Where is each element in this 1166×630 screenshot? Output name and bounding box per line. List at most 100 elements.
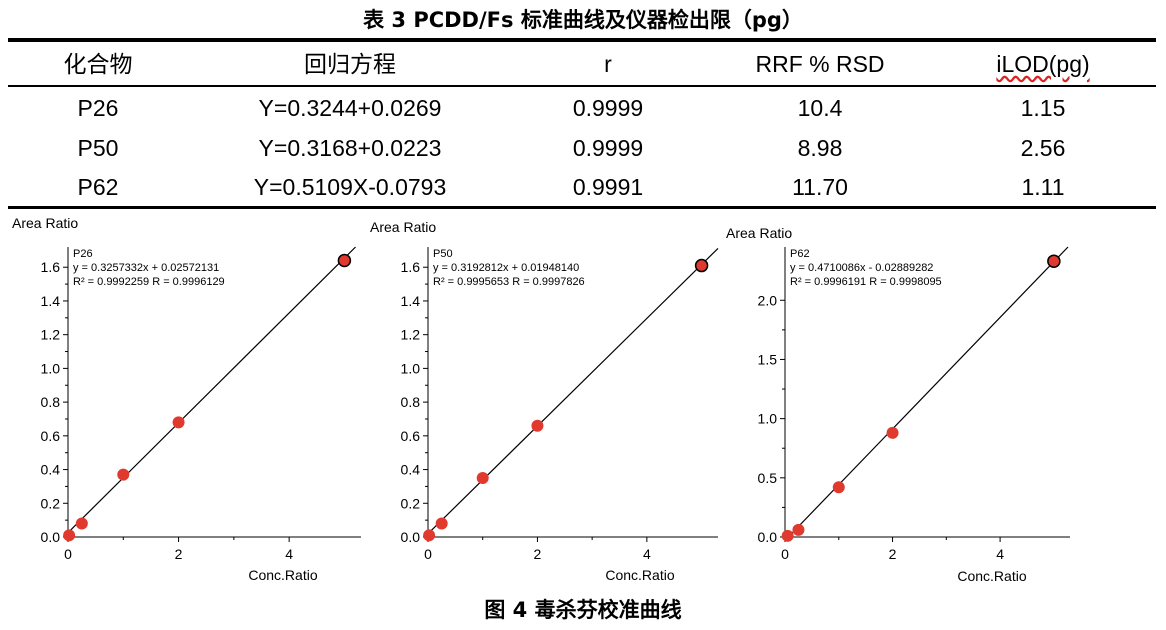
regression-stats: R² = 0.9996191 R = 0.9998095	[790, 276, 942, 288]
data-point	[1047, 254, 1061, 268]
x-tick-label: 0	[781, 546, 789, 562]
data-point	[435, 517, 448, 530]
cell-rrf-rsd: 11.70	[792, 174, 848, 200]
chart-p50: 0.0 0.2 0.4 0.6 0.8 1.0 1.2 1.4 1.6 0 2 4 Area Ratio…	[370, 219, 719, 583]
data-point	[423, 529, 436, 542]
cell-r: 0.9991	[572, 174, 644, 200]
data-point	[781, 529, 794, 542]
y-tick-label: 0.2	[401, 495, 421, 511]
x-tick-label: 4	[996, 546, 1004, 562]
cell-ilod: 1.15	[1020, 95, 1066, 121]
y-tick-label: 1.2	[41, 327, 61, 343]
y-tick-label: 0.6	[401, 428, 421, 444]
regression-stats: R² = 0.9992259 R = 0.9996129	[73, 276, 225, 288]
x-tick-label: 4	[643, 546, 651, 562]
y-tick-label: 1.4	[41, 293, 61, 309]
table-row: P26 Y=0.3244+0.0269 0.9999 10.4 1.15	[8, 88, 1156, 128]
data-point	[792, 523, 805, 536]
y-tick-label: 0.2	[41, 495, 61, 511]
y-tick-label: 1.2	[401, 327, 421, 343]
y-tick-label: 1.0	[758, 411, 778, 427]
x-tick-label: 0	[64, 546, 72, 562]
cell-ilod: 2.56	[1020, 135, 1066, 161]
y-tick-label: 1.6	[401, 259, 421, 275]
y-axis-label: Area Ratio	[726, 225, 792, 241]
data-point	[886, 426, 899, 439]
cell-compound: P62	[77, 174, 119, 200]
header-rrf-rsd: RRF % RSD	[755, 51, 885, 77]
table-bottom-rule	[8, 206, 1156, 209]
series-name: P50	[433, 248, 453, 260]
series-name: P26	[73, 248, 93, 260]
x-tick-label: 2	[534, 546, 542, 562]
data-point	[531, 419, 544, 432]
regression-equation: y = 0.3257332x + 0.02572131	[73, 262, 219, 274]
table-title: 表 3 PCDD/Fs 标准曲线及仪器检出限（pg）	[363, 8, 803, 32]
table-row: P50 Y=0.3168+0.0223 0.9999 8.98 2.56	[8, 128, 1156, 168]
data-point	[63, 529, 76, 542]
x-tick-label: 2	[889, 546, 897, 562]
x-axis-label: Conc.Ratio	[248, 567, 317, 583]
x-tick-label: 2	[175, 546, 183, 562]
x-tick-label: 0	[424, 546, 432, 562]
regression-stats: R² = 0.9995653 R = 0.9997826	[433, 276, 585, 288]
y-tick-label: 0.6	[41, 428, 61, 444]
header-compound: 化合物	[63, 51, 133, 77]
y-tick-label: 0.0	[401, 529, 421, 545]
y-axis-label: Area Ratio	[370, 219, 436, 235]
y-tick-label: 0.0	[758, 529, 778, 545]
y-tick-label: 2.0	[758, 292, 778, 308]
y-tick-label: 1.4	[401, 293, 421, 309]
chart-p26: 0.0 0.2 0.4 0.6 0.8 1.0 1.2 1.4 1.6 0 2 4 Area Ratio…	[12, 215, 361, 583]
y-tick-label: 0.8	[401, 394, 421, 410]
header-ilod: iLOD(pg)	[958, 44, 1128, 84]
calibration-charts: 0.0 0.2 0.4 0.6 0.8 1.0 1.2 1.4 1.6 0 2 4 Area Ratio…	[12, 215, 1070, 584]
data-point	[694, 258, 709, 273]
table-header-row: 化合物 回归方程 r RRF % RSD iLOD(pg)	[8, 44, 1156, 84]
cell-rrf-rsd: 10.4	[797, 95, 843, 121]
cell-equation: Y=0.3244+0.0269	[258, 95, 442, 121]
figure-caption: 图 4 毒杀芬校准曲线	[484, 598, 682, 622]
y-tick-label: 0.8	[41, 394, 61, 410]
data-point	[337, 253, 352, 268]
y-tick-label: 1.0	[401, 360, 421, 376]
header-ilod-label: iLOD(pg)	[996, 51, 1090, 77]
y-axis-label: Area Ratio	[12, 215, 78, 231]
cell-ilod: 1.11	[1021, 174, 1065, 200]
x-axis-label: Conc.Ratio	[957, 568, 1026, 584]
cell-equation: Y=0.5109X-0.0793	[253, 174, 447, 200]
regression-line	[787, 246, 1069, 538]
data-point	[117, 468, 130, 481]
cell-r: 0.9999	[572, 95, 644, 121]
series-name: P62	[790, 248, 810, 260]
y-tick-label: 1.0	[41, 360, 61, 376]
regression-equation: y = 0.4710086x - 0.02889282	[790, 262, 933, 274]
data-table: 化合物 回归方程 r RRF % RSD iLOD(pg) P26 Y=0.32…	[8, 38, 1156, 210]
y-tick-label: 0.5	[758, 470, 778, 486]
table-row: P62 Y=0.5109X-0.0793 0.9991 11.70 1.11	[8, 167, 1156, 207]
data-point	[832, 481, 845, 494]
data-point	[476, 471, 489, 484]
cell-compound: P50	[77, 135, 119, 161]
header-r: r	[604, 51, 612, 77]
data-point	[75, 517, 88, 530]
cell-rrf-rsd: 8.98	[797, 135, 843, 161]
y-tick-label: 1.6	[41, 259, 61, 275]
chart-p62: 0.0 0.5 1.0 1.5 2.0 0 2 4 Area Ratio Conc.Ratio P6…	[726, 225, 1070, 584]
table-top-rule	[8, 38, 1156, 42]
regression-equation: y = 0.3192812x + 0.01948140	[433, 262, 579, 274]
cell-equation: Y=0.3168+0.0223	[258, 135, 442, 161]
y-tick-label: 0.4	[41, 462, 61, 478]
table-header-rule	[8, 85, 1156, 87]
cell-compound: P26	[77, 95, 119, 121]
header-equation: 回归方程	[304, 51, 396, 77]
x-axis-label: Conc.Ratio	[605, 567, 674, 583]
x-tick-label: 4	[285, 546, 293, 562]
regression-line	[67, 246, 356, 534]
cell-r: 0.9999	[572, 135, 644, 161]
y-tick-label: 0.0	[41, 529, 61, 545]
regression-line	[427, 247, 719, 535]
data-point	[172, 416, 185, 429]
y-tick-label: 0.4	[401, 462, 421, 478]
y-tick-label: 1.5	[758, 351, 778, 367]
